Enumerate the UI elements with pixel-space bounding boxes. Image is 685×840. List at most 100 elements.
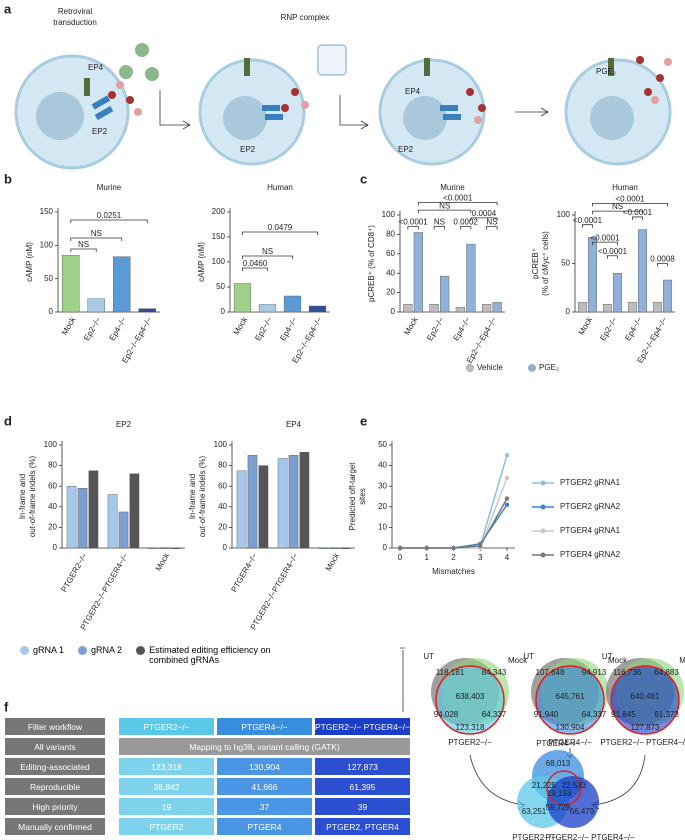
p-value: NS bbox=[612, 202, 623, 211]
bracket bbox=[417, 209, 472, 214]
venn-label: 116,736 bbox=[613, 668, 642, 677]
venn-label: UT bbox=[523, 652, 534, 661]
table-cell: PTGER2−/− PTGER4−/− bbox=[315, 718, 410, 735]
bracket bbox=[417, 201, 498, 206]
x-tick-label: Mock bbox=[324, 551, 342, 573]
bracket bbox=[470, 217, 498, 221]
bar bbox=[87, 298, 106, 313]
legend-marker bbox=[78, 646, 88, 655]
bar bbox=[466, 243, 476, 313]
y-axis-label: (% of cMyc⁺ cells) bbox=[541, 231, 550, 296]
table-cell: High priority bbox=[5, 798, 105, 815]
bar bbox=[247, 455, 258, 549]
arrow bbox=[469, 754, 526, 810]
venn-label: 64,883 bbox=[654, 668, 679, 677]
y-tick-label: 50 bbox=[378, 440, 387, 449]
legend-item: Estimated editing efficiency on combined… bbox=[136, 645, 286, 665]
bar bbox=[288, 455, 299, 549]
p-value: NS bbox=[91, 229, 102, 238]
venn-label: UT bbox=[602, 652, 613, 661]
panel-letter: e bbox=[360, 413, 367, 428]
bar bbox=[170, 547, 181, 550]
y-tick-label: 150 bbox=[212, 232, 226, 241]
label: PGE₂ bbox=[596, 67, 616, 76]
bar bbox=[88, 470, 99, 549]
y-tick-label: 150 bbox=[40, 207, 54, 216]
legend-label: Vehicle bbox=[477, 363, 503, 372]
bar bbox=[628, 302, 637, 313]
x-tick-label: PTGER4−/− bbox=[229, 551, 259, 594]
p-value: 0.0002 bbox=[453, 218, 478, 227]
y-axis-label: cAMP (nM) bbox=[197, 242, 206, 282]
venn-circle bbox=[435, 665, 505, 735]
point bbox=[504, 496, 510, 501]
legend-item: gRNA 2 bbox=[78, 645, 122, 665]
table-cell: PTGER4−/− bbox=[217, 718, 312, 735]
table-cell: PTGER2−/− bbox=[119, 718, 214, 735]
venn-label: UT bbox=[423, 652, 434, 661]
label: EP4 bbox=[405, 87, 421, 96]
legend-label: gRNA 2 bbox=[91, 645, 123, 655]
bar bbox=[66, 486, 77, 549]
venn-label: 638,403 bbox=[456, 692, 485, 701]
venn-label: 64,337 bbox=[582, 710, 607, 719]
y-tick-label: 100 bbox=[40, 240, 54, 249]
label: EP4 bbox=[88, 63, 104, 72]
bar bbox=[112, 256, 131, 313]
venn-label: 21,225 bbox=[532, 781, 557, 790]
table-cell: 127,873 bbox=[315, 758, 410, 775]
y-tick-label: 20 bbox=[48, 523, 57, 532]
y-tick-label: 0 bbox=[223, 543, 228, 552]
bar bbox=[413, 232, 423, 313]
bar bbox=[329, 547, 340, 550]
x-tick-label: 4 bbox=[505, 553, 510, 562]
legend-marker bbox=[540, 528, 546, 534]
bar bbox=[138, 308, 157, 313]
label: Retroviral bbox=[58, 7, 92, 16]
venn-label: 91,940 bbox=[534, 710, 559, 719]
y-tick-label: 0 bbox=[49, 307, 54, 316]
x-tick-label: Ep2−/− bbox=[82, 315, 103, 342]
point bbox=[504, 502, 510, 507]
bracket bbox=[242, 267, 268, 271]
table-cell: PTGER4 bbox=[217, 818, 312, 835]
bracket bbox=[70, 237, 123, 241]
venn-label: 645,761 bbox=[556, 692, 585, 701]
y-tick-label: 80 bbox=[48, 461, 57, 470]
y-tick-label: 0 bbox=[566, 307, 571, 316]
venn-circle bbox=[610, 665, 680, 735]
bar bbox=[77, 488, 88, 549]
bar bbox=[258, 304, 277, 313]
x-tick-label: PTGER2−/−PTGER4−/− bbox=[249, 551, 301, 631]
point bbox=[451, 545, 456, 551]
table-cell: PTGER2 bbox=[119, 818, 214, 835]
venn-label: 19,193 bbox=[547, 789, 572, 798]
bar bbox=[159, 547, 170, 550]
bar bbox=[492, 302, 502, 313]
table-cell: Filter workflow bbox=[5, 718, 105, 735]
p-value: 0.0460 bbox=[243, 259, 268, 268]
bracket bbox=[657, 263, 668, 267]
x-axis-label: Mismatches bbox=[432, 567, 475, 576]
point bbox=[478, 543, 483, 549]
panel-letter: c bbox=[360, 171, 367, 186]
y-tick-label: 200 bbox=[212, 207, 226, 216]
label: RNP complex bbox=[281, 13, 330, 22]
venn-label: 94,028 bbox=[434, 710, 459, 719]
bracket bbox=[407, 226, 419, 230]
chart-title: Murine bbox=[440, 183, 465, 192]
p-value: <0.0001 bbox=[623, 208, 653, 217]
point bbox=[424, 545, 429, 551]
table-cell: 37 bbox=[217, 798, 312, 815]
y-axis-label: sites bbox=[358, 488, 367, 504]
legend: gRNA 1 gRNA 2 Estimated editing efficiency… bbox=[20, 645, 400, 665]
venn-label: 130,904 bbox=[556, 723, 585, 732]
y-tick-label: 20 bbox=[386, 288, 395, 297]
table-cell: 19 bbox=[119, 798, 214, 815]
y-axis-label: cAMP (nM) bbox=[25, 242, 34, 282]
label: EP2 bbox=[398, 145, 414, 154]
bar bbox=[653, 302, 662, 313]
point bbox=[397, 545, 403, 551]
y-tick-label: 60 bbox=[48, 481, 57, 490]
chart-title: Murine bbox=[97, 183, 122, 192]
